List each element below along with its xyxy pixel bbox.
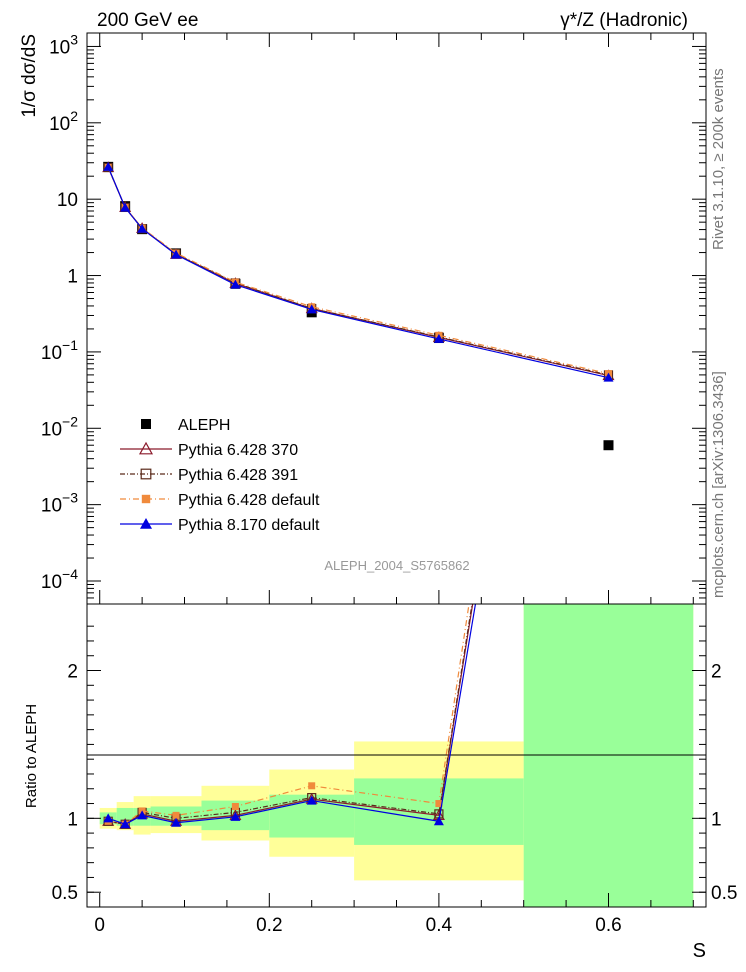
- series-line: [107, 167, 609, 375]
- data-point: [433, 816, 444, 826]
- y-tick-label: 103: [49, 31, 78, 58]
- series-pythia-6-428-391: [103, 162, 614, 380]
- data-point: [138, 441, 154, 455]
- header-right-label: γ*/Z (Hadronic): [560, 10, 688, 31]
- main-series-group: [102, 161, 615, 451]
- data-point: [433, 333, 444, 343]
- data-point: [306, 304, 317, 314]
- y-tick-exponent: −4: [62, 566, 78, 582]
- data-point: [141, 419, 151, 429]
- y-tick-exponent: 3: [70, 31, 78, 47]
- ratio-series-pythia-8-170-default: [103, 604, 477, 829]
- y-tick-exponent: −1: [62, 337, 78, 353]
- data-point: [140, 468, 152, 480]
- y-tick-label: 10−4: [41, 566, 78, 593]
- watermark-label: ALEPH_2004_S5765862: [324, 558, 469, 573]
- y-tick-base: 10: [57, 190, 78, 211]
- data-point: [140, 518, 152, 529]
- ratio-y-axis-label: Ratio to ALEPH: [23, 704, 40, 808]
- y-tick-base: 10: [41, 496, 62, 517]
- x-tick-label: 0.6: [595, 915, 621, 936]
- main-panel: 1/σ dσ/dS ALEPH_2004_S5765862 1031021011…: [19, 31, 707, 605]
- ratio-y-tick-label-right: 2: [711, 662, 722, 683]
- ratio-y-tick-label: 0.5: [52, 883, 78, 904]
- data-point: [603, 440, 614, 451]
- x-axis-label: S: [693, 940, 706, 962]
- legend-entry: Pythia 6.428 default: [120, 492, 320, 509]
- ratio-y-tick-label: 2: [67, 662, 78, 683]
- y-tick-label: 10: [57, 190, 78, 211]
- y-tick-label: 10−3: [41, 490, 78, 517]
- data-point: [120, 819, 131, 829]
- series-line: [107, 166, 609, 379]
- legend-label: ALEPH: [178, 417, 230, 434]
- data-point: [171, 249, 182, 259]
- legend-label: Pythia 6.428 370: [178, 442, 298, 459]
- x-tick-label: 0.2: [256, 915, 282, 936]
- legend-entry: Pythia 6.428 370: [120, 441, 298, 459]
- data-point: [230, 279, 241, 289]
- y-tick-base: 1: [67, 267, 78, 288]
- legend-label: Pythia 6.428 391: [178, 467, 298, 484]
- data-point: [171, 817, 182, 827]
- data-point: [306, 795, 317, 805]
- y-tick-exponent: −3: [62, 490, 78, 506]
- y-tick-exponent: 2: [70, 108, 78, 124]
- legend-entry: Pythia 8.170 default: [120, 517, 320, 534]
- ratio-series-group: [102, 604, 477, 829]
- data-point: [603, 372, 614, 382]
- data-point: [172, 811, 180, 819]
- ratio-y-tick-label-right: 0.5: [711, 883, 737, 904]
- data-point: [230, 811, 241, 821]
- ratio-line: [108, 604, 477, 825]
- legend: ALEPH Pythia 6.428 370 Pythia 6.428 391 Pyt…: [120, 417, 320, 534]
- ratio-y-tick-label-right: 1: [711, 809, 722, 830]
- source-label: mcplots.cern.ch [arXiv:1306.3436]: [710, 371, 727, 598]
- main-y-axis-label: 1/σ dσ/dS: [19, 34, 40, 118]
- y-tick-label: 1: [67, 267, 78, 288]
- y-tick-label: 102: [49, 108, 78, 135]
- y-tick-base: 10: [41, 419, 62, 440]
- data-point: [103, 813, 114, 823]
- header-left-label: 200 GeV ee: [97, 10, 198, 31]
- y-tick-base: 10: [41, 572, 62, 593]
- data-point: [308, 782, 316, 790]
- y-tick-exponent: −2: [62, 413, 78, 429]
- ratio-panel: Ratio to ALEPH 0.5 0.5 1 1 2 2 0 0.2 0.4 0.6 S: [23, 603, 737, 962]
- legend-label: Pythia 6.428 default: [178, 492, 320, 509]
- y-tick-label: 10−2: [41, 413, 78, 440]
- data-point: [137, 810, 148, 820]
- data-point: [137, 223, 148, 233]
- series-pythia-6-428-default: [104, 163, 612, 378]
- legend-entry: Pythia 6.428 391: [120, 467, 298, 484]
- y-tick-base: 10: [49, 37, 70, 58]
- series-aleph: [103, 161, 614, 451]
- legend-label: Pythia 8.170 default: [178, 517, 320, 534]
- data-point: [120, 202, 131, 212]
- x-tick-label: 0: [94, 915, 105, 936]
- series-line: [107, 167, 609, 377]
- y-tick-label: 10−1: [41, 337, 78, 364]
- legend-entry: ALEPH: [141, 417, 230, 434]
- series-pythia-6-428-370: [102, 161, 615, 381]
- series-pythia-8-170-default: [103, 161, 614, 382]
- data-point: [103, 161, 114, 171]
- data-point: [231, 802, 239, 810]
- rivet-version-label: Rivet 3.1.10, ≥ 200k events: [710, 68, 727, 250]
- x-tick-label: 0.4: [426, 915, 453, 936]
- ratio-ticks: 0.5 0.5 1 1 2 2 0 0.2 0.4 0.6: [52, 625, 737, 936]
- ratio-y-tick-label: 1: [67, 809, 78, 830]
- data-point: [435, 800, 443, 808]
- series-line: [107, 167, 609, 376]
- data-point: [141, 494, 151, 504]
- y-tick-base: 10: [41, 343, 62, 364]
- y-tick-base: 10: [49, 114, 70, 135]
